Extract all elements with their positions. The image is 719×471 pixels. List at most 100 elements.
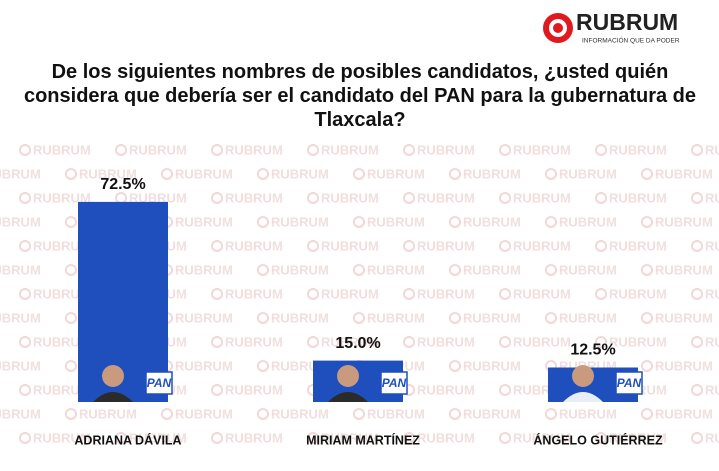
watermark-dot <box>19 240 31 252</box>
logo-tagline: INFORMACIÓN QUE DA PODER <box>582 36 680 45</box>
watermark-text: RUBRUM <box>271 166 329 181</box>
watermark-text: RUBRUM <box>0 262 41 277</box>
value-label: 12.5% <box>570 342 615 359</box>
photo-body <box>328 392 368 402</box>
watermark-dot <box>353 312 365 324</box>
watermark-dot <box>691 432 703 444</box>
watermark-dot <box>211 240 223 252</box>
watermark-text: RUBRUM <box>463 358 521 373</box>
watermark-text: RUBRUM <box>129 142 187 157</box>
watermark-text: RUBRUM <box>225 142 283 157</box>
x-tick-label: ADRIANA DÁVILA <box>74 432 181 447</box>
watermark-text: RUBRUM <box>225 430 283 445</box>
watermark-dot <box>19 336 31 348</box>
value-label: 15.0% <box>335 335 380 352</box>
bars: PAN 72.5% ADRIANA DÁVILA PAN 15.0% MIRIAM MAR… <box>74 176 663 447</box>
watermark-dot <box>641 360 653 372</box>
watermark-text: RUBRUM <box>321 430 379 445</box>
watermark-text: RUBRUM <box>175 406 233 421</box>
watermark-text: RUBRUM <box>705 286 719 301</box>
photo-body <box>563 392 603 402</box>
watermark-dot <box>257 168 269 180</box>
watermark-dot <box>161 168 173 180</box>
badge-text: PAN <box>382 376 407 390</box>
watermark-text: RUBRUM <box>609 142 667 157</box>
watermark-dot <box>403 336 415 348</box>
watermark-text: RUBRUM <box>655 310 713 325</box>
watermark-text: RUBRUM <box>655 406 713 421</box>
watermark-dot <box>595 192 607 204</box>
watermark-text: RUBRUM <box>609 334 667 349</box>
watermark-text: RUBRUM <box>0 166 41 181</box>
watermark-dot <box>307 336 319 348</box>
watermark-text: RUBRUM <box>513 334 571 349</box>
watermark-dot <box>691 288 703 300</box>
watermark-dot <box>449 264 461 276</box>
watermark-dot <box>211 192 223 204</box>
watermark-dot <box>115 144 127 156</box>
watermark-dot <box>545 408 557 420</box>
watermark-text: RUBRUM <box>513 430 571 445</box>
watermark-text: RUBRUM <box>417 142 475 157</box>
watermark-dot <box>641 408 653 420</box>
watermark-text: RUBRUM <box>271 214 329 229</box>
watermark-dot <box>641 168 653 180</box>
watermark-dot <box>353 408 365 420</box>
watermark-text: RUBRUM <box>321 334 379 349</box>
watermark-text: RUBRUM <box>175 214 233 229</box>
watermark-text: RUBRUM <box>705 142 719 157</box>
watermark-dot <box>211 432 223 444</box>
watermark-text: RUBRUM <box>367 310 425 325</box>
watermark-text: RUBRUM <box>367 406 425 421</box>
watermark-dot <box>403 240 415 252</box>
watermark-text: RUBRUM <box>225 334 283 349</box>
watermark-text: RUBRUM <box>321 286 379 301</box>
watermark-dot <box>403 144 415 156</box>
photo-body <box>93 392 133 402</box>
watermark-dot <box>691 240 703 252</box>
watermark-dot <box>307 144 319 156</box>
watermark-text: RUBRUM <box>559 406 617 421</box>
watermark-dot <box>595 240 607 252</box>
watermark-dot <box>211 288 223 300</box>
watermark-dot <box>353 168 365 180</box>
watermark-text: RUBRUM <box>225 382 283 397</box>
watermark-dot <box>19 144 31 156</box>
watermark-dot <box>65 168 77 180</box>
watermark-text: RUBRUM <box>33 286 91 301</box>
watermark-dot <box>403 192 415 204</box>
watermark-text: RUBRUM <box>463 166 521 181</box>
watermark-text: RUBRUM <box>33 142 91 157</box>
value-label: 72.5% <box>100 176 145 193</box>
watermark-text: RUBRUM <box>271 262 329 277</box>
photo-head <box>102 365 124 387</box>
watermark-text: RUBRUM <box>175 310 233 325</box>
watermark-dot <box>307 288 319 300</box>
watermark-text: RUBRUM <box>513 238 571 253</box>
watermark-dot <box>545 264 557 276</box>
watermark-dot <box>499 192 511 204</box>
watermark-dot <box>19 288 31 300</box>
watermark-dot <box>449 360 461 372</box>
watermark-text: RUBRUM <box>655 214 713 229</box>
watermark-text: RUBRUM <box>705 334 719 349</box>
watermark-dot <box>211 144 223 156</box>
watermark-dot <box>595 432 607 444</box>
watermark-text: RUBRUM <box>0 214 41 229</box>
watermark-text: RUBRUM <box>705 238 719 253</box>
watermark-text: RUBRUM <box>321 190 379 205</box>
watermark-text: RUBRUM <box>609 286 667 301</box>
badge-box <box>380 371 408 395</box>
watermark-dot <box>641 264 653 276</box>
logo-dot <box>553 23 563 33</box>
watermark-text: RUBRUM <box>33 334 91 349</box>
watermark-dot <box>449 408 461 420</box>
watermark-text: RUBRUM <box>367 262 425 277</box>
watermark-text: RUBRUM <box>0 406 41 421</box>
watermark-dot <box>257 408 269 420</box>
watermark-text: RUBRUM <box>175 358 233 373</box>
watermark-text: RUBRUM <box>513 286 571 301</box>
watermark-text: RUBRUM <box>559 262 617 277</box>
watermark-text: RUBRUM <box>705 430 719 445</box>
watermark-dot <box>19 432 31 444</box>
